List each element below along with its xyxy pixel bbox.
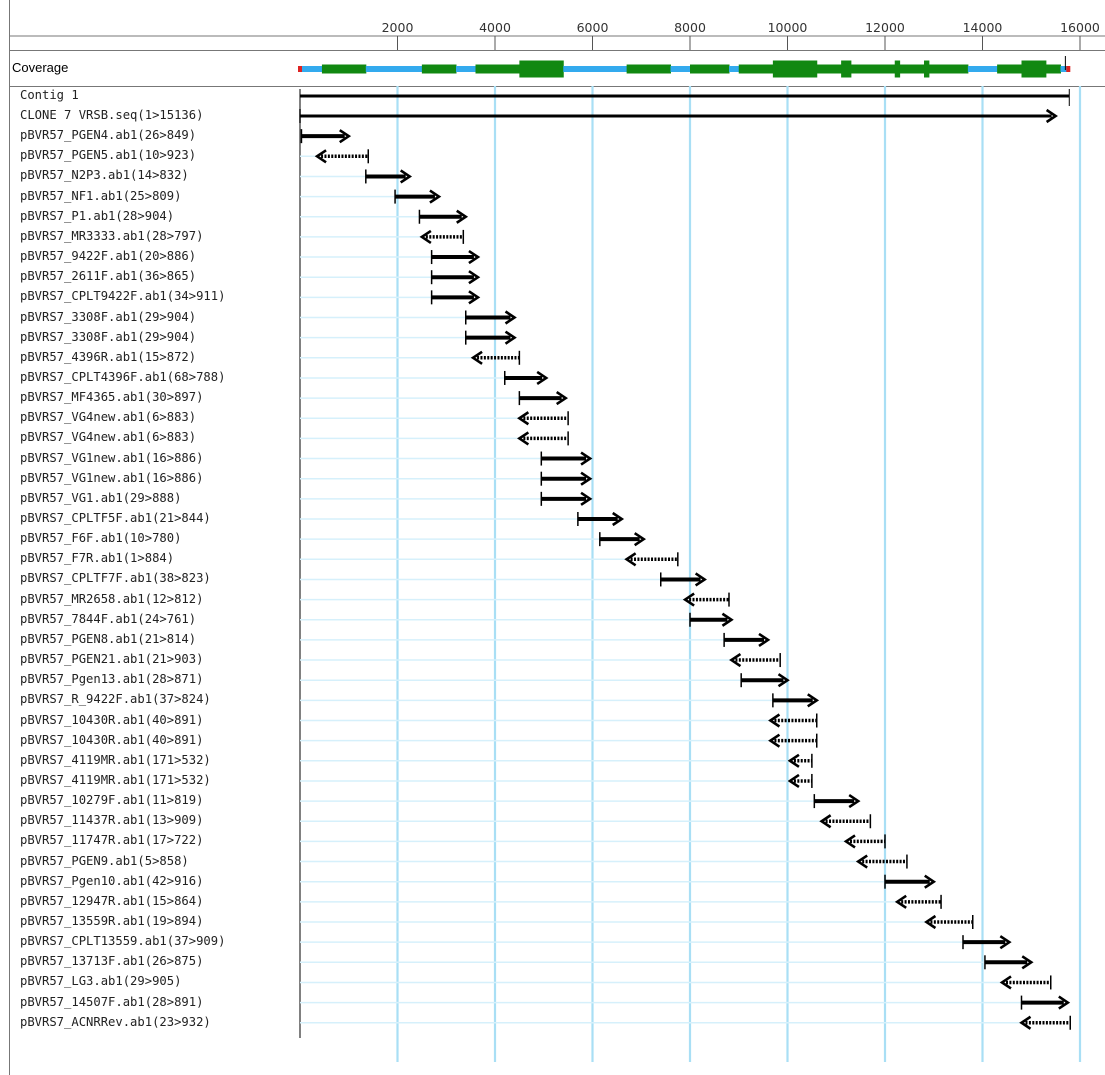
coverage-segment bbox=[1022, 61, 1047, 78]
coverage-segment bbox=[519, 61, 563, 78]
coverage-segment bbox=[1046, 65, 1061, 74]
coverage-segment bbox=[422, 65, 457, 74]
coverage-segment bbox=[671, 66, 691, 72]
ruler-tick-label: 14000 bbox=[963, 20, 1003, 35]
coverage-segment bbox=[563, 66, 627, 72]
coverage-segment bbox=[627, 65, 671, 74]
coverage-segment bbox=[924, 61, 929, 78]
coverage-segment bbox=[690, 65, 730, 74]
coverage-segment bbox=[817, 65, 842, 74]
coverage-segment bbox=[300, 66, 322, 72]
coverage-segment bbox=[456, 66, 476, 72]
ruler-tick-label: 16000 bbox=[1060, 20, 1100, 35]
coverage-segment bbox=[366, 66, 423, 72]
ruler-tick-label: 8000 bbox=[674, 20, 706, 35]
ruler-tick-label: 12000 bbox=[865, 20, 905, 35]
ruler-tick-label: 4000 bbox=[479, 20, 511, 35]
ruler-tick-label: 10000 bbox=[768, 20, 808, 35]
coverage-end-marker bbox=[1066, 66, 1070, 72]
coverage-segment bbox=[322, 65, 366, 74]
coverage-segment bbox=[968, 66, 998, 72]
ruler-tick-label: 6000 bbox=[577, 20, 609, 35]
coverage-segment bbox=[476, 65, 520, 74]
coverage-segment bbox=[895, 61, 900, 78]
coverage-segment bbox=[841, 61, 851, 78]
coverage-segment bbox=[997, 65, 1022, 74]
coverage-segment bbox=[773, 61, 817, 78]
coverage-segment bbox=[900, 65, 925, 74]
coverage-segment bbox=[739, 65, 774, 74]
coverage-segment bbox=[729, 66, 739, 72]
coverage-segment bbox=[851, 65, 895, 74]
coverage-segment bbox=[929, 65, 969, 74]
ruler-tick-label: 2000 bbox=[382, 20, 414, 35]
coverage-start-marker bbox=[298, 66, 302, 72]
